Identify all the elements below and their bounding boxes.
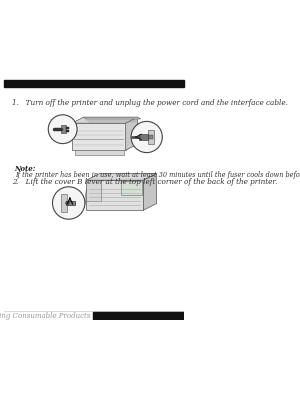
Text: 1.   Turn off the printer and unplug the power cord and the interface cable.: 1. Turn off the printer and unplug the p… <box>12 99 287 107</box>
Polygon shape <box>121 181 142 195</box>
Polygon shape <box>72 123 126 150</box>
Bar <box>66 127 69 128</box>
Circle shape <box>131 121 162 152</box>
Circle shape <box>66 201 69 205</box>
Bar <box>140 134 148 140</box>
Text: 2.   Lift the cover B lever at the top left corner of the back of the printer.: 2. Lift the cover B lever at the top lef… <box>12 178 277 186</box>
Text: If the printer has been in use, wait at least 30 minutes until the fuser cools d: If the printer has been in use, wait at … <box>15 170 300 178</box>
Polygon shape <box>126 117 138 150</box>
Bar <box>149 134 153 139</box>
Circle shape <box>48 115 77 144</box>
Polygon shape <box>86 180 100 201</box>
Polygon shape <box>84 117 141 119</box>
Polygon shape <box>86 180 143 210</box>
Text: AcuLaser M4000 Series    User's Guide: AcuLaser M4000 Series User's Guide <box>54 84 180 88</box>
Bar <box>148 130 154 144</box>
Polygon shape <box>75 150 124 155</box>
Bar <box>93 312 184 320</box>
Text: Note:: Note: <box>15 165 36 173</box>
Polygon shape <box>86 174 157 180</box>
Text: Replacing Consumable Products: Replacing Consumable Products <box>0 312 90 320</box>
Text: 127: 127 <box>158 312 175 320</box>
Bar <box>66 201 75 205</box>
Polygon shape <box>143 174 157 210</box>
Polygon shape <box>72 117 138 123</box>
Bar <box>61 194 68 212</box>
Bar <box>4 80 184 86</box>
Bar <box>61 125 66 133</box>
Circle shape <box>52 187 85 219</box>
Bar <box>66 130 69 132</box>
